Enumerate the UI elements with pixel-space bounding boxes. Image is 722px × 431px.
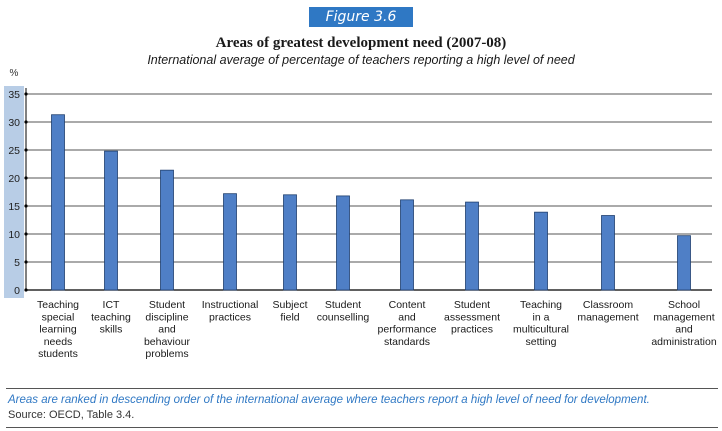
x-category-label: Classroom management <box>577 299 638 323</box>
y-tick-label: 30 <box>8 117 20 129</box>
bar <box>400 199 414 291</box>
x-category-label: School management and administration <box>651 299 717 348</box>
y-axis-band <box>4 86 24 298</box>
bar <box>283 194 297 291</box>
chart-subtitle: International average of percentage of t… <box>147 53 575 67</box>
bar <box>534 211 548 291</box>
y-tick-label: 0 <box>14 285 20 297</box>
bar <box>104 150 118 291</box>
y-tick-label: 5 <box>14 257 20 269</box>
x-category-label: ICT teaching skills <box>91 299 131 336</box>
x-category-label: Subject field <box>272 299 307 323</box>
x-category-label: Content and performance standards <box>378 299 437 348</box>
y-tick-label: 35 <box>8 89 20 101</box>
bottom-rule <box>6 427 718 428</box>
y-tick-label: 20 <box>8 173 20 185</box>
x-category-label: Student discipline and behaviour problems <box>144 299 191 360</box>
y-axis-unit-label: % <box>10 68 19 79</box>
chart-source: Source: OECD, Table 3.4. <box>8 409 135 421</box>
bar <box>677 235 691 291</box>
bar <box>336 195 350 291</box>
y-tick-label: 15 <box>8 201 20 213</box>
note-top-rule <box>6 388 718 389</box>
chart-title: Areas of greatest development need (2007… <box>215 35 507 51</box>
y-tick-label: 10 <box>8 229 20 241</box>
x-category-label: Student assessment practices <box>444 299 500 336</box>
figure-label: Figure 3.6 <box>309 7 413 27</box>
chart-note: Areas are ranked in descending order of … <box>8 394 650 406</box>
bar <box>465 201 479 291</box>
bar <box>160 169 174 291</box>
x-category-label: Instructional practices <box>202 299 259 323</box>
x-category-label: Teaching in a multicultural setting <box>513 299 569 348</box>
bar <box>601 215 615 291</box>
bar <box>223 193 237 291</box>
y-tick-label: 25 <box>8 145 20 157</box>
x-category-label: Teaching special learning needs students <box>37 299 79 360</box>
x-category-label: Student counselling <box>317 299 370 323</box>
bar <box>51 114 65 291</box>
bar-chart: % 0 5 10 15 20 25 30 35 Teaching special learning ne… <box>4 68 717 360</box>
